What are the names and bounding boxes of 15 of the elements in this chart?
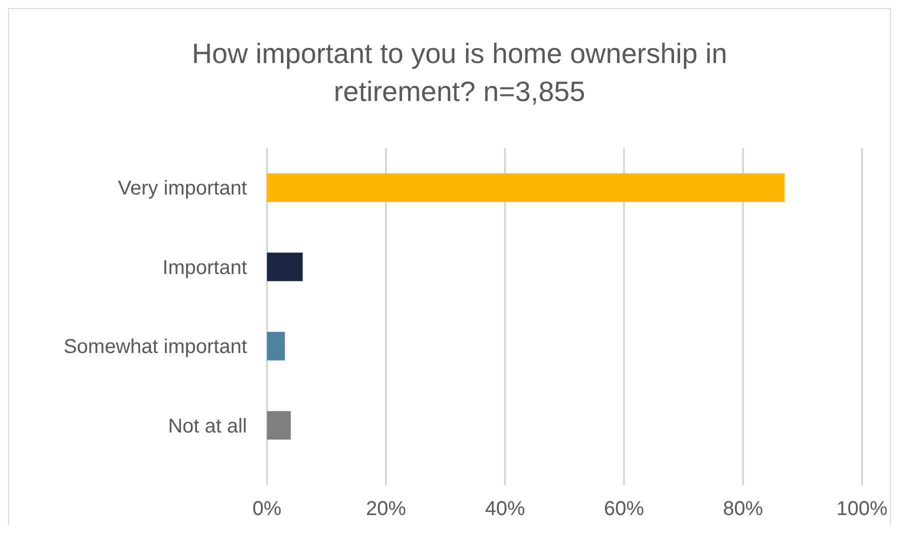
x-tick-label: 60% bbox=[604, 498, 644, 520]
y-tick-label: Somewhat important bbox=[64, 336, 248, 358]
bar bbox=[267, 173, 785, 202]
y-tick-label: Not at all bbox=[168, 415, 247, 438]
x-tick-label: 0% bbox=[252, 498, 282, 520]
y-tick-label: Very important bbox=[118, 178, 248, 200]
y-tick-label: Important bbox=[162, 256, 248, 279]
bar bbox=[267, 411, 291, 440]
chart-title: How important to you is home ownership in retirement? n=3,855 bbox=[192, 38, 728, 107]
x-tick-label: 100% bbox=[836, 498, 888, 520]
x-tick-label: 40% bbox=[484, 498, 526, 520]
x-tick-label: 80% bbox=[722, 498, 764, 520]
bar bbox=[267, 252, 303, 282]
x-tick-label: 20% bbox=[366, 498, 406, 520]
bar bbox=[267, 332, 285, 360]
